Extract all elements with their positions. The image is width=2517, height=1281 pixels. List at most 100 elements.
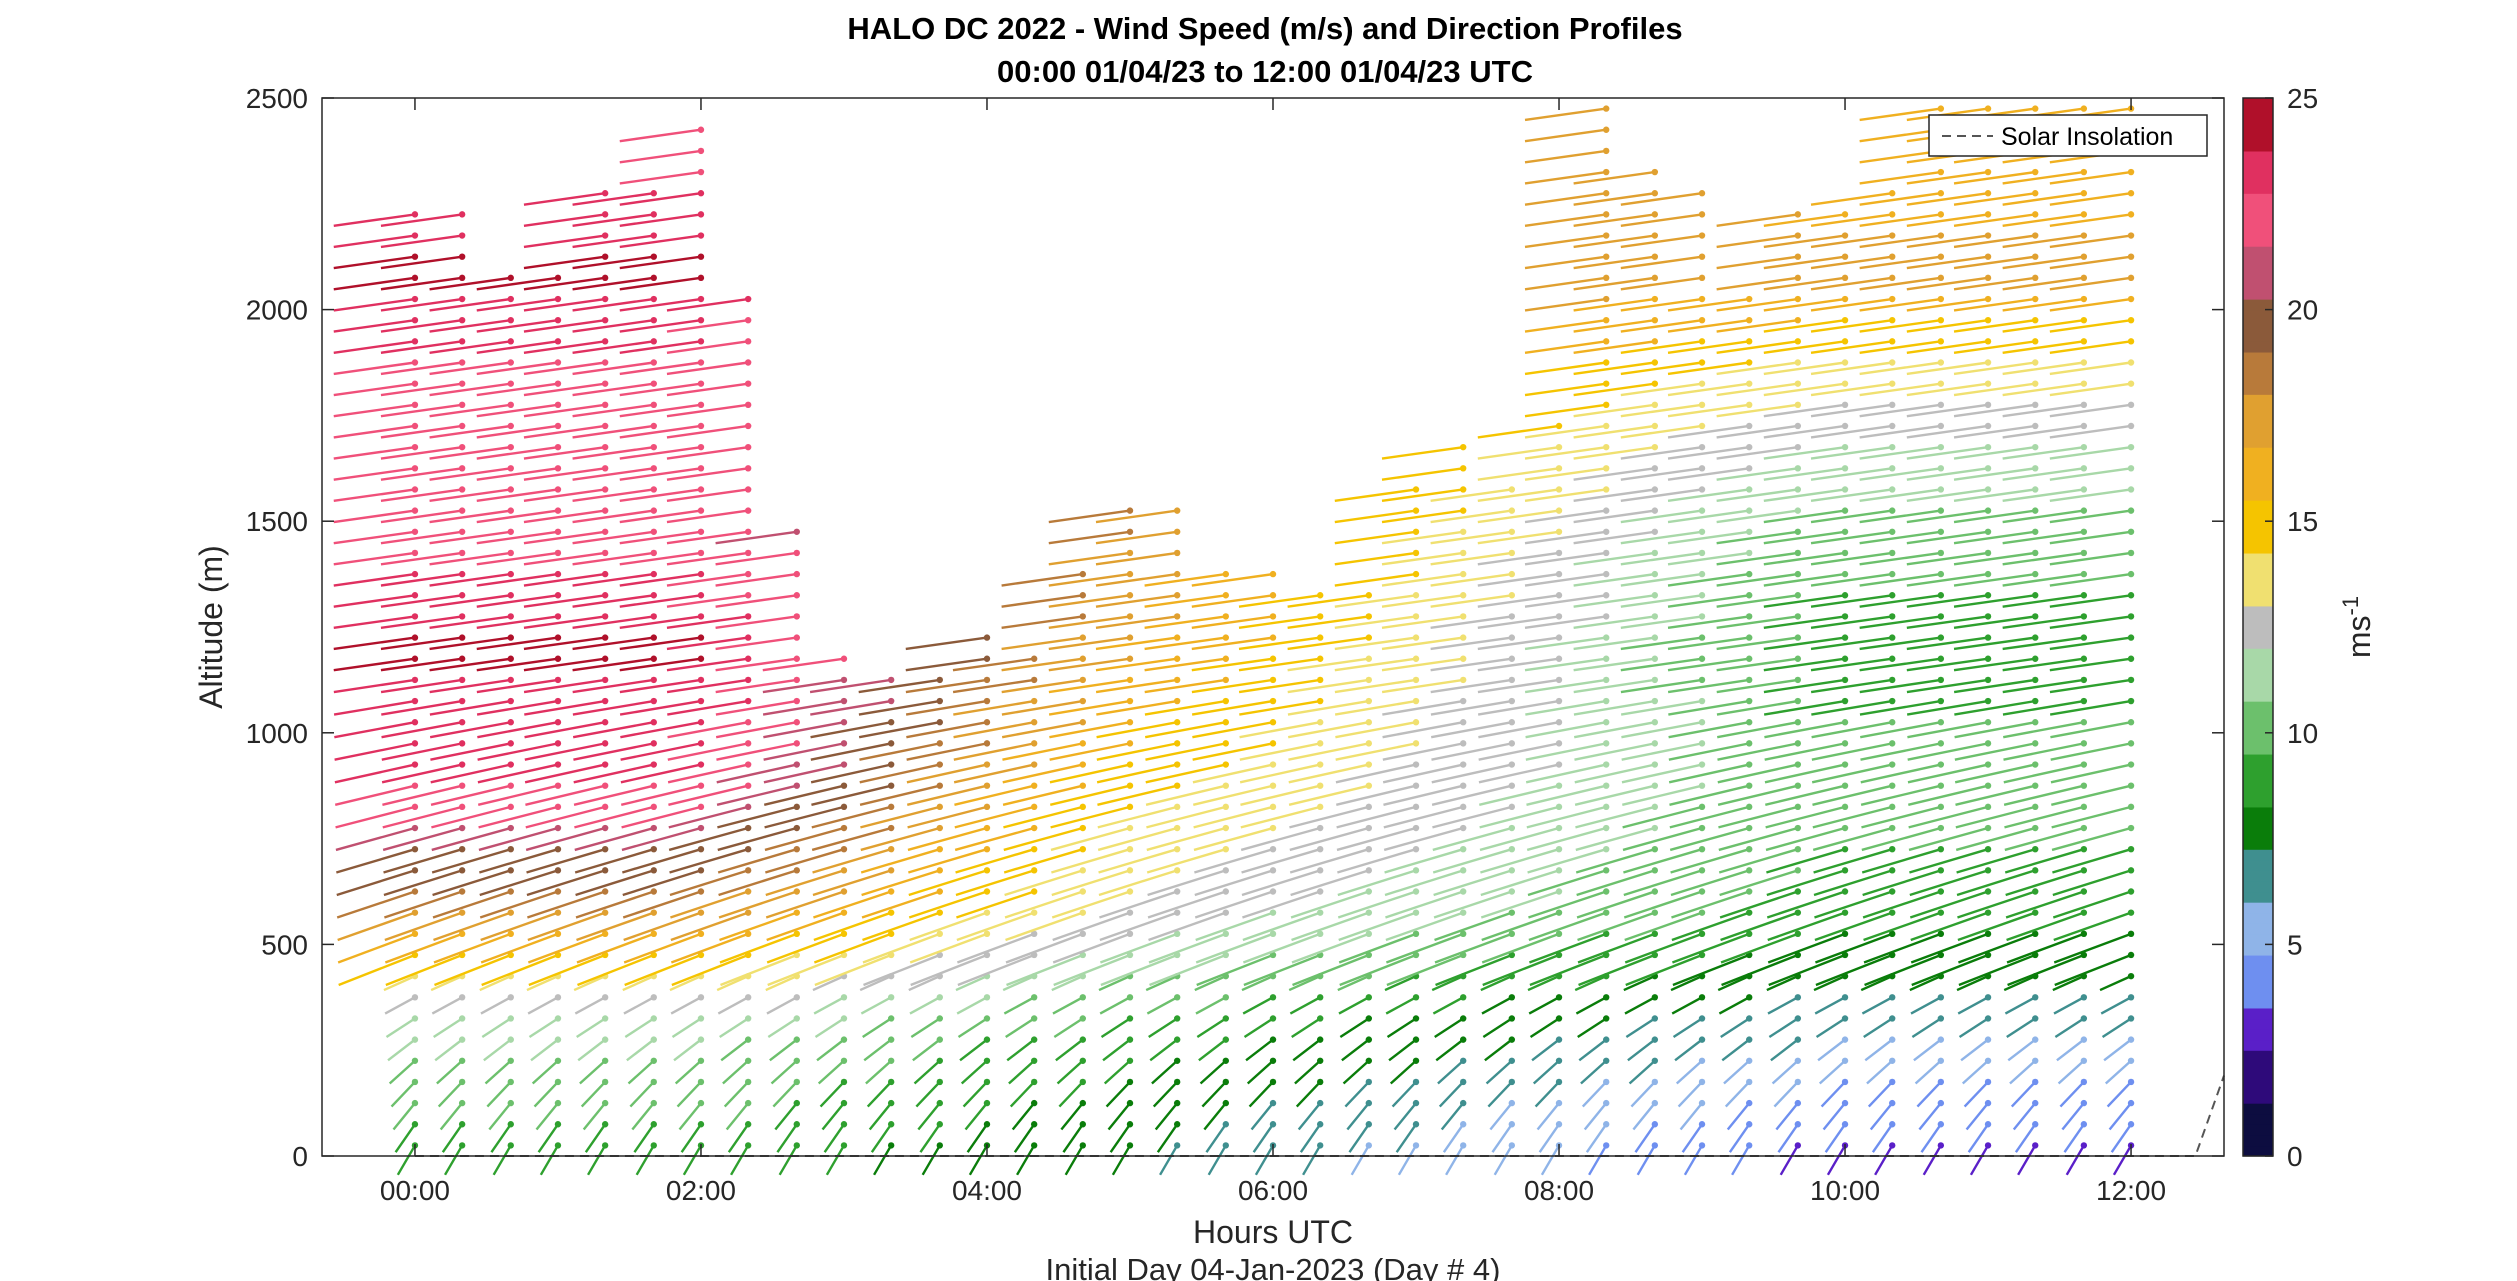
wind-barb xyxy=(2054,953,2132,987)
wind-barb xyxy=(1144,699,1227,716)
wind-barb-head xyxy=(1269,570,1277,578)
wind-barb-head xyxy=(1316,867,1324,874)
wind-barb xyxy=(1577,1017,1607,1039)
wind-barb-head xyxy=(1079,613,1087,620)
wind-barb-head xyxy=(554,803,562,811)
wind-barb-head xyxy=(793,803,800,811)
wind-barb xyxy=(572,445,654,460)
wind-barb xyxy=(1477,678,1560,694)
wind-barb xyxy=(523,192,606,206)
wind-barb xyxy=(429,721,511,739)
wind-barb-head xyxy=(554,274,562,282)
wind-barb-head xyxy=(1889,380,1896,387)
wind-barb xyxy=(964,1102,988,1131)
wind-barb xyxy=(1667,509,1750,524)
wind-barb-head xyxy=(650,190,657,197)
wind-barb-head xyxy=(1984,761,1992,768)
wind-barb-head xyxy=(507,465,514,472)
wind-barb-head xyxy=(1937,803,1945,811)
wind-barb xyxy=(956,890,1035,919)
wind-barb-head xyxy=(697,401,705,409)
wind-barb xyxy=(1149,953,1227,987)
wind-barb xyxy=(1430,657,1512,672)
wind-barb-head xyxy=(2032,338,2039,345)
wind-barb-head xyxy=(1412,634,1420,641)
wind-barb xyxy=(966,1123,988,1153)
wind-barb xyxy=(1381,551,1464,566)
wind-barb-head xyxy=(1412,994,1420,1001)
wind-barb-head xyxy=(1794,634,1802,641)
wind-barb-head xyxy=(1316,994,1324,1001)
wind-barb xyxy=(1577,932,1656,964)
wind-barb xyxy=(720,953,798,987)
wind-barb-head xyxy=(1937,824,1945,832)
wind-barb xyxy=(1536,1102,1560,1131)
wind-barb-head xyxy=(650,888,657,895)
wind-barb-head xyxy=(1841,592,1849,599)
wind-barb-head xyxy=(1794,401,1802,409)
wind-barb xyxy=(380,276,463,291)
wind-barb-head xyxy=(2127,1036,2135,1043)
wind-barb-head xyxy=(554,613,562,620)
wind-barb-head xyxy=(1460,592,1467,599)
wind-barb xyxy=(333,594,416,608)
wind-barb xyxy=(1480,890,1560,919)
wind-barb-head xyxy=(1412,570,1420,578)
wind-barb xyxy=(1773,1081,1799,1108)
wind-barb xyxy=(429,636,511,651)
wind-barb-head xyxy=(1651,359,1659,366)
wind-barb xyxy=(1721,953,1799,987)
wind-barb xyxy=(1820,1081,1846,1108)
wind-barb xyxy=(1385,996,1417,1015)
wind-barb-head xyxy=(697,295,705,303)
wind-barb xyxy=(666,488,749,503)
wind-barb xyxy=(434,953,512,987)
wind-barb xyxy=(2002,699,2085,716)
wind-barb xyxy=(1001,572,1083,587)
wind-barb-head xyxy=(458,930,466,938)
wind-barb xyxy=(2051,805,2132,829)
wind-barb xyxy=(770,1059,798,1085)
wind-barb xyxy=(667,721,749,739)
wind-barb xyxy=(1290,869,1370,897)
wind-barb xyxy=(956,911,1035,942)
wind-barb xyxy=(1906,445,1989,460)
wind-barb-head xyxy=(1460,719,1467,726)
wind-barb xyxy=(1716,530,1799,545)
colorbar-stripe xyxy=(2243,1060,2273,1072)
wind-barb-head xyxy=(458,740,466,747)
wind-barb xyxy=(1480,869,1560,897)
wind-barb xyxy=(1381,657,1464,672)
wind-barb xyxy=(1810,255,1893,270)
wind-barb xyxy=(333,551,416,566)
wind-barb-head xyxy=(1937,719,1945,726)
wind-barb xyxy=(1098,869,1178,897)
wind-barb xyxy=(1810,572,1893,587)
wind-barb xyxy=(814,1017,845,1039)
wind-barb xyxy=(1810,445,1893,460)
wind-barb xyxy=(1866,1059,1894,1085)
wind-barb xyxy=(1811,763,1893,784)
wind-barb-head xyxy=(2080,761,2088,768)
wind-barb-head xyxy=(411,655,419,662)
wind-barb-head xyxy=(1173,761,1181,768)
wind-barb xyxy=(1109,1123,1131,1153)
wind-barb-head xyxy=(1746,295,1753,303)
wind-barb-head xyxy=(1030,719,1038,726)
wind-barb-head xyxy=(744,676,752,684)
wind-barb-head xyxy=(507,1121,514,1128)
wind-barb-head xyxy=(1603,867,1610,874)
wind-barb-head xyxy=(1937,676,1945,684)
wind-barb xyxy=(480,996,512,1015)
wind-barb xyxy=(910,953,988,987)
wind-barb-head xyxy=(2127,211,2135,218)
wind-barb xyxy=(380,594,463,608)
wind-barb-head xyxy=(983,655,991,662)
wind-barb xyxy=(1004,869,1084,897)
wind-barb xyxy=(1716,213,1799,227)
wind-barb xyxy=(1241,848,1321,874)
wind-barb-head xyxy=(1126,761,1134,768)
wind-barb-head xyxy=(1555,1121,1563,1128)
wind-barb-head xyxy=(2127,740,2135,747)
wind-barb-head xyxy=(1365,655,1373,662)
